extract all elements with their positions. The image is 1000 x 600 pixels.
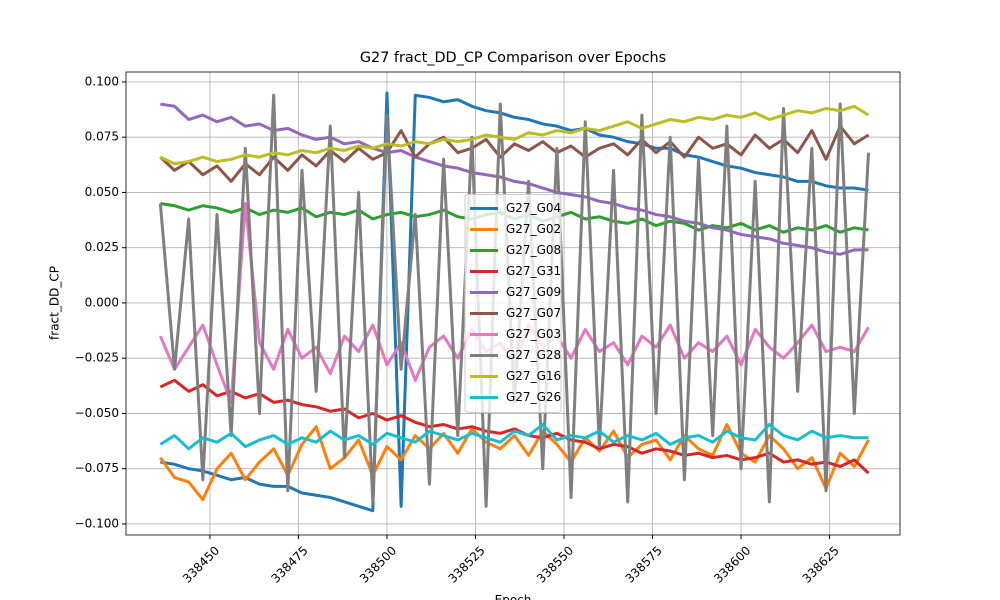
legend-label: G27_G28 (506, 348, 561, 362)
y-tick-label: 0.075 (85, 130, 119, 144)
plot-frame (125, 71, 901, 536)
series-line (159, 104, 870, 166)
y-tick-label: −0.050 (75, 406, 119, 420)
y-tick-label: 0.100 (85, 74, 119, 88)
series-line (160, 102, 869, 256)
y-tick-label: −0.075 (75, 461, 119, 475)
series-line (159, 378, 870, 475)
legend-label: G27_G31 (506, 264, 561, 278)
legend-label: G27_G03 (506, 327, 561, 341)
x-axis-label: Epoch (495, 593, 532, 600)
y-tick-label: 0.050 (85, 185, 119, 199)
legend-label: G27_G26 (506, 390, 561, 404)
legend-label: G27_G08 (506, 243, 561, 257)
legend-label: G27_G02 (506, 222, 561, 236)
legend-label: G27_G07 (506, 306, 561, 320)
legend-label: G27_G16 (506, 369, 561, 383)
y-axis-label: fract_DD_CP (48, 266, 62, 340)
series-line (159, 124, 870, 183)
series-line (160, 91, 869, 513)
y-tick-label: −0.100 (75, 516, 119, 530)
y-tick-label: 0.025 (85, 240, 119, 254)
series-line (159, 423, 869, 451)
legend-label: G27_G04 (506, 201, 561, 215)
y-tick-label: 0.000 (85, 295, 119, 309)
chart-title: G27 fract_DD_CP Comparison over Epochs (360, 50, 666, 66)
y-tick-label: −0.025 (75, 351, 119, 365)
legend-label: G27_G09 (506, 285, 561, 299)
